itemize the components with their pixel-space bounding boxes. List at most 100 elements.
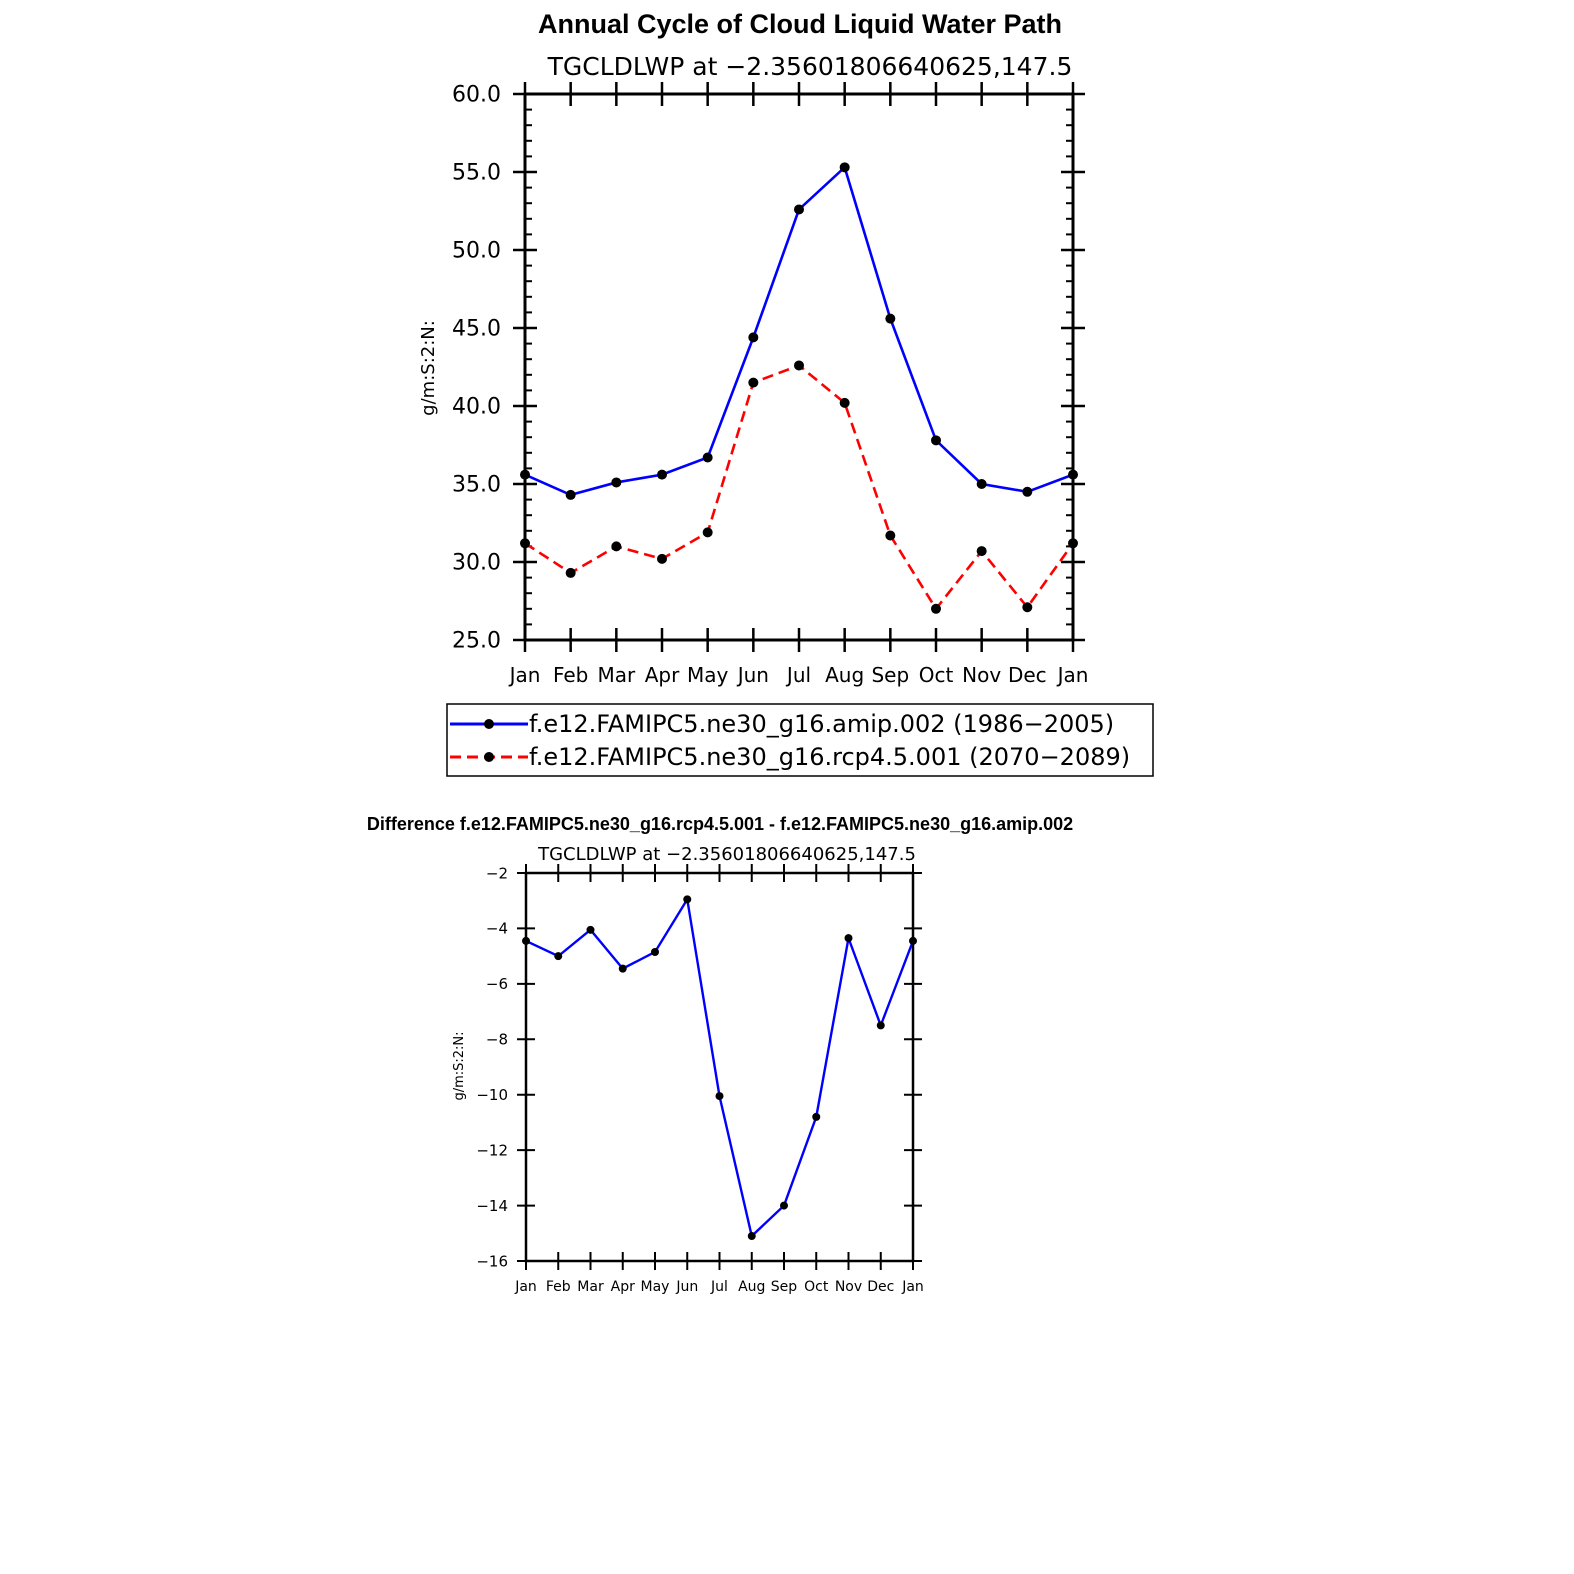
main-y-tick-label: 45.0 [452,317,501,342]
main-series-1-point [931,603,941,614]
diff-y-tick-label: −16 [476,1252,508,1270]
main-x-tick-label: May [687,663,729,687]
diff-series-0-point [618,964,627,973]
diff-series-0-point [747,1232,756,1241]
main-x-tick-label: Aug [825,663,864,687]
diff-x-tick-label: Apr [611,1279,635,1295]
diff-x-tick-label: Nov [835,1279,862,1295]
legend-marker-amip [484,719,494,729]
main-series-1-point [702,527,713,538]
diff-plot-frame [524,871,915,1263]
diff-series-0-point [844,934,853,943]
diff-series-0-point [522,936,530,945]
diff-series-0-point [812,1112,821,1121]
diff-chart-title: Difference f.e12.FAMIPC5.ne30_g16.rcp4.5… [367,814,1073,834]
diff-chart-series [522,895,917,1241]
diff-y-tick-label: −14 [476,1197,508,1215]
legend-label-amip: f.e12.FAMIPC5.ne30_g16.amip.002 (1986−20… [529,710,1114,738]
main-chart-series [520,162,1078,614]
diff-chart-subtitle: TGCLDLWP at −2.35601806640625,147.5 [537,844,916,865]
diff-series-0-point [715,1092,724,1101]
main-series-line-1 [524,363,1075,612]
diff-x-tick-label: Jan [514,1279,537,1295]
main-series-1-point [565,567,576,578]
main-series-0-point [748,332,759,343]
main-x-tick-label: Feb [553,663,588,687]
main-y-tick-label: 25.0 [452,629,501,654]
diff-x-tick-label: May [641,1279,670,1295]
main-series-1-point [1022,602,1033,613]
main-series-0-point [794,204,804,215]
main-x-tick-label: Sep [871,663,909,687]
diff-series-0-point [876,1021,885,1030]
main-y-tick-label: 50.0 [452,239,501,264]
diff-series-0-point [780,1201,788,1210]
main-series-0-point [1022,486,1033,497]
main-x-tick-label: Apr [645,663,680,687]
diff-y-tick-label: −12 [476,1141,508,1159]
main-x-tick-label: Oct [919,663,954,687]
diff-x-tick-label: Oct [804,1279,829,1295]
main-series-1-point [657,553,667,564]
main-y-tick-label: 60.0 [452,83,501,108]
main-chart-ylabel: g/m:S:2:N: [418,320,439,416]
main-x-tick-label: Nov [962,663,1001,687]
main-series-1-point [520,538,530,549]
diff-x-tick-label: Jun [675,1279,698,1295]
main-y-tick-label: 55.0 [452,161,501,186]
diff-x-tick-label: Feb [546,1279,571,1295]
diff-x-tick-label: Jul [710,1279,728,1295]
main-series-1-point [1068,538,1078,549]
main-chart-axes: Jan Feb Mar Apr May Jun Jul Aug Sep Oct Nov Dec Jan 2… [452,82,1088,687]
main-x-tick-label: Jan [508,663,541,687]
main-series-1-point [611,541,622,552]
diff-y-tick-label: −8 [486,1031,508,1049]
main-series-0-point [1068,469,1078,480]
main-series-0-point [657,469,667,480]
main-chart-title: Annual Cycle of Cloud Liquid Water Path [538,9,1062,39]
main-series-line-0 [524,164,1074,497]
main-x-tick-label: Mar [597,663,636,687]
main-series-0-point [931,435,941,446]
diff-x-tick-label: Aug [738,1279,765,1295]
diff-chart-axes: Jan Feb Mar Apr May Jun Jul Aug Sep Oct Nov Dec Jan−… [476,864,924,1295]
main-x-tick-label: Jan [1056,663,1089,687]
diff-series-line-0 [525,895,915,1239]
main-series-1-point [976,546,987,557]
main-series-0-point [702,452,713,463]
diff-y-tick-label: −6 [486,975,508,993]
diff-y-tick-label: −10 [476,1086,508,1104]
main-y-tick-label: 40.0 [452,395,501,420]
main-series-1-point [794,360,804,371]
diff-x-tick-label: Mar [577,1279,604,1295]
main-series-0-point [839,162,850,173]
diff-series-0-point [651,947,659,956]
diff-x-tick-label: Dec [867,1279,894,1295]
main-x-tick-label: Jun [736,663,769,687]
main-series-0-point [611,477,622,488]
diff-y-tick-label: −2 [486,864,508,882]
diff-x-tick-label: Jan [901,1279,924,1295]
diff-series-0-point [909,936,917,945]
main-series-0-point [885,313,896,324]
main-y-tick-label: 35.0 [452,473,501,498]
main-series-0-point [565,489,576,500]
main-series-1-point [885,530,896,541]
legend-label-rcp: f.e12.FAMIPC5.ne30_g16.rcp4.5.001 (2070−… [529,743,1130,771]
main-series-0-point [976,479,987,489]
main-series-1-point [839,397,850,408]
diff-series-0-point [554,952,563,961]
main-x-tick-label: Dec [1008,663,1047,687]
main-x-tick-label: Jul [785,663,811,687]
legend-marker-rcp [484,752,494,762]
diff-x-tick-label: Sep [771,1279,798,1295]
main-chart-subtitle: TGCLDLWP at −2.35601806640625,147.5 [547,52,1073,81]
diff-series-0-point [586,925,595,934]
legend-box [446,703,1154,777]
main-chart-legend: f.e12.FAMIPC5.ne30_g16.amip.002 (1986−20… [446,703,1154,777]
main-series-1-point [748,377,759,388]
main-series-0-point [520,469,530,480]
diff-y-tick-label: −4 [486,920,508,938]
diff-series-0-point [683,895,692,904]
